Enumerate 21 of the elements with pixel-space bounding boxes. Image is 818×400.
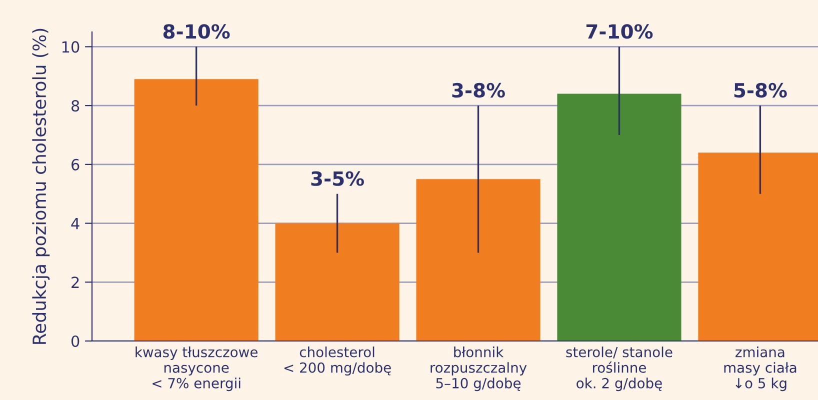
y-axis-title: Redukcja poziomu cholesterolu (%) xyxy=(32,28,50,344)
bar xyxy=(557,94,682,341)
y-tick-label: 10 xyxy=(62,41,80,53)
annotation: 8-10% xyxy=(163,24,230,39)
y-tick-label: 4 xyxy=(71,218,80,230)
y-tick-label: 2 xyxy=(72,276,79,288)
annotation: 3-8% xyxy=(452,82,505,98)
x-tick-label: kwasy tłuszczowe nasycone < 7% energii xyxy=(136,346,258,392)
x-tick-label: błonnik rozpuszczalny 5–10 g/dobę xyxy=(430,346,527,392)
bar xyxy=(416,179,540,341)
y-tick-label: 6 xyxy=(72,158,80,170)
x-tick-label: sterole/ stanole roślinne ok. 2 g/dobę xyxy=(566,346,672,392)
annotation: 7-10% xyxy=(586,24,653,39)
x-tick-label: zmiana masy ciała ↓o 5 kg xyxy=(724,346,796,392)
y-tick-label: 8 xyxy=(72,100,80,112)
annotation: 3-5% xyxy=(311,171,364,186)
y-tick-label: 0 xyxy=(71,335,80,348)
annotation: 5-8% xyxy=(734,82,787,98)
bar xyxy=(134,79,258,341)
bar xyxy=(275,223,400,341)
x-tick-label: cholesterol < 200 mg/dobę xyxy=(284,346,391,376)
